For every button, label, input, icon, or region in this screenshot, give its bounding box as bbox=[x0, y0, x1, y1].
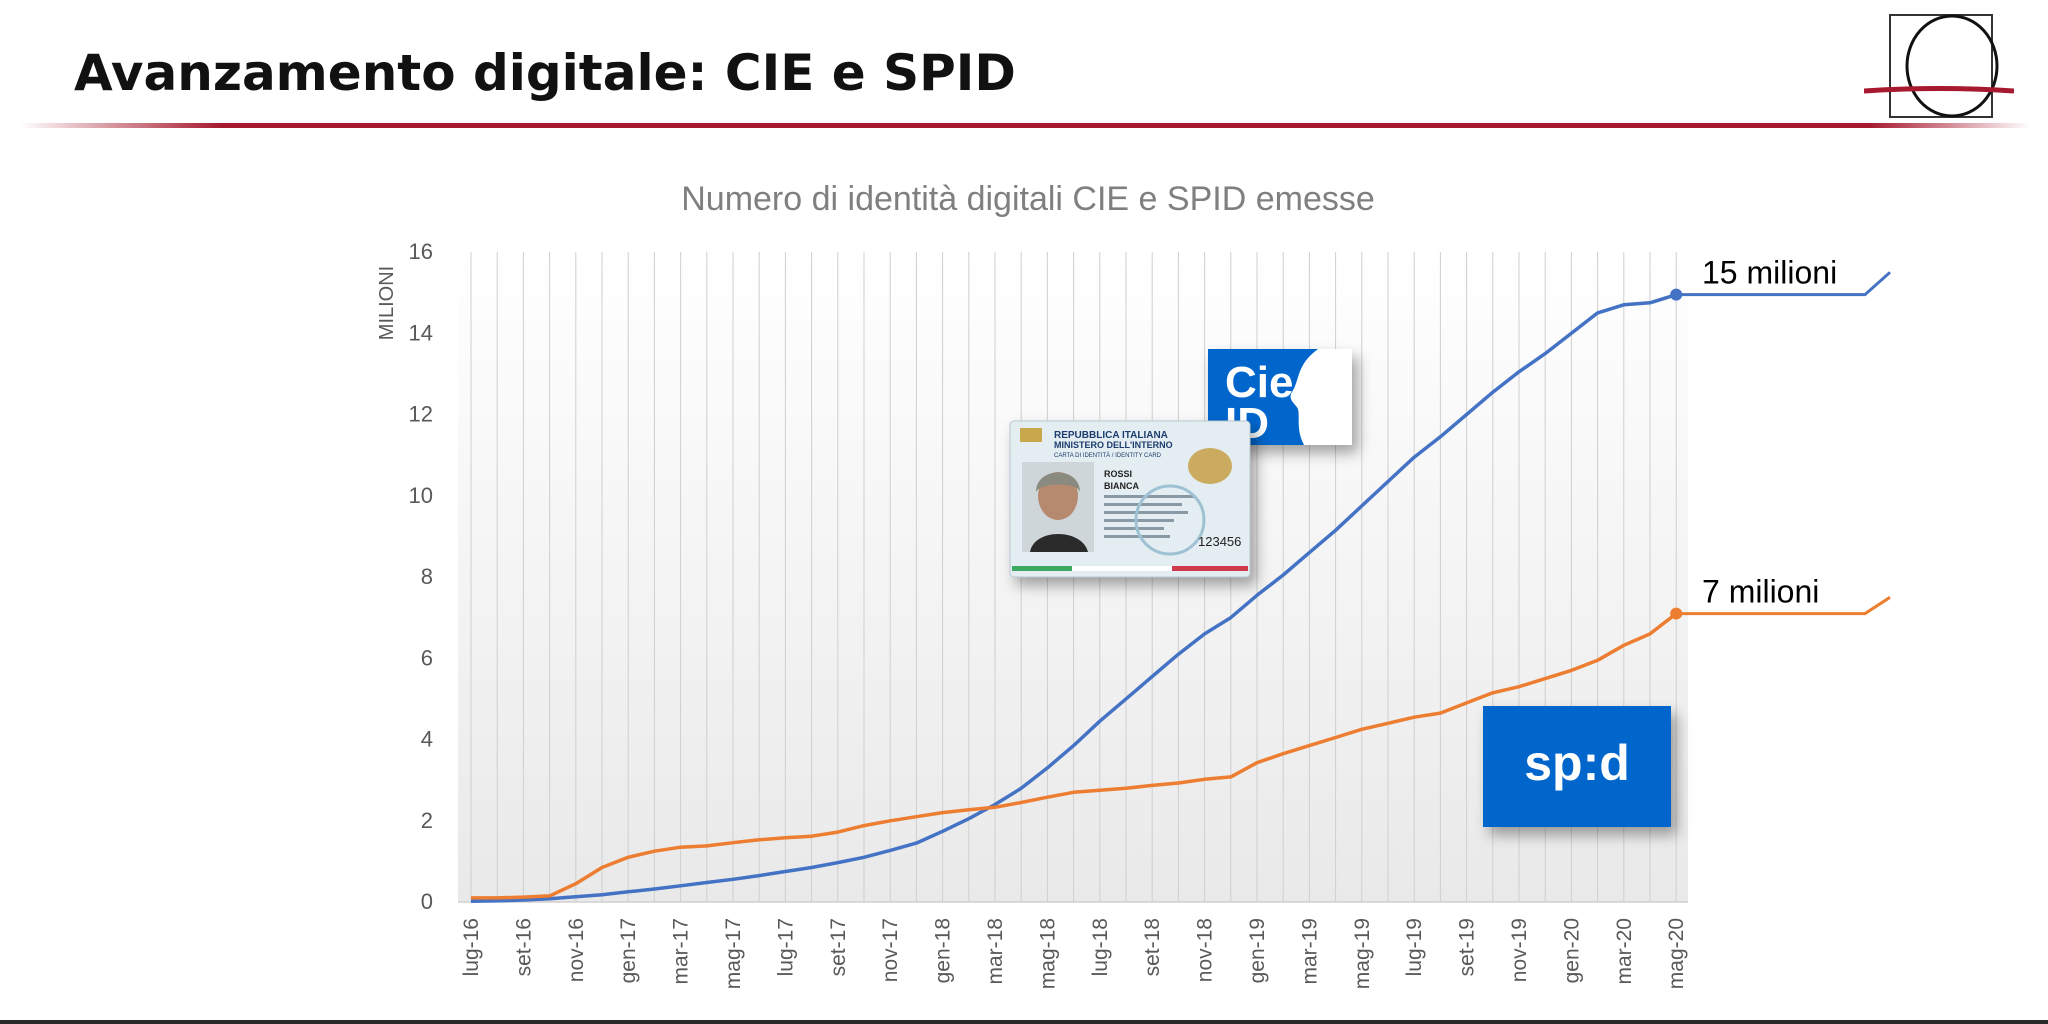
x-tick-label: gen-18 bbox=[932, 918, 955, 983]
x-tick-label: mar-17 bbox=[670, 918, 693, 985]
x-tick-label: lug-17 bbox=[774, 918, 797, 976]
y-tick-label: 10 bbox=[409, 483, 433, 508]
x-tick-label: mar-19 bbox=[1298, 918, 1321, 985]
x-tick-label: nov-17 bbox=[879, 918, 902, 982]
spid-logo-text: sp:d bbox=[1524, 735, 1630, 791]
y-tick-label: 16 bbox=[409, 239, 433, 264]
x-tick-label: lug-16 bbox=[460, 918, 483, 976]
y-tick-label: 8 bbox=[421, 564, 433, 589]
x-tick-label: set-19 bbox=[1456, 918, 1479, 976]
vertical-gridlines bbox=[458, 252, 1688, 903]
y-axis-label: MILIONI bbox=[376, 266, 398, 340]
x-tick-label: gen-19 bbox=[1246, 918, 1269, 983]
annotation-spid: 7 milioni bbox=[1702, 574, 1819, 610]
x-tick-label: nov-19 bbox=[1508, 918, 1531, 982]
organization-logo bbox=[1864, 14, 2014, 118]
annotations: 15 milioni 7 milioni bbox=[1670, 255, 1891, 620]
id-card-image: REPUBBLICA ITALIANA MINISTERO DELL'INTER… bbox=[1009, 420, 1251, 578]
card-surname: ROSSI bbox=[1104, 469, 1132, 479]
end-marker-spid bbox=[1670, 607, 1683, 620]
x-tick-label: nov-16 bbox=[565, 918, 588, 982]
end-marker-cie bbox=[1670, 288, 1683, 301]
cie-id-line1: Cie bbox=[1225, 358, 1293, 407]
x-tick-label: gen-17 bbox=[617, 918, 640, 983]
x-tick-label: set-17 bbox=[827, 918, 850, 976]
page-title: Avanzamento digitale: CIE e SPID bbox=[74, 44, 1016, 102]
x-tick-label: mag-18 bbox=[1036, 918, 1059, 989]
x-tick-label: lug-18 bbox=[1089, 918, 1112, 976]
x-tick-label: mar-18 bbox=[984, 918, 1007, 985]
x-tick-label: lug-19 bbox=[1403, 918, 1426, 976]
chart-title: Numero di identità digitali CIE e SPID e… bbox=[681, 180, 1375, 218]
series-line-cie bbox=[470, 293, 1677, 903]
y-tick-label: 12 bbox=[409, 402, 433, 427]
x-tick-label: set-16 bbox=[512, 918, 535, 976]
card-number: 123456 bbox=[1198, 534, 1241, 549]
y-axis: 0 2 4 6 8 10 12 14 16 bbox=[409, 239, 433, 914]
y-tick-label: 0 bbox=[421, 889, 433, 914]
spid-logo: sp:d bbox=[1483, 706, 1671, 827]
series-lines bbox=[470, 293, 1678, 903]
card-header-1: REPUBBLICA ITALIANA bbox=[1054, 430, 1168, 441]
x-axis: lug-16 set-16 nov-16 gen-17 mar-17 mag-17 lug-… bbox=[460, 918, 1688, 989]
series-line-spid bbox=[471, 612, 1678, 900]
card-header-2: MINISTERO DELL'INTERNO bbox=[1054, 440, 1173, 450]
x-tick-label: gen-20 bbox=[1560, 918, 1583, 983]
y-tick-label: 14 bbox=[409, 320, 433, 345]
card-header-3: CARTA DI IDENTITÀ / IDENTITY CARD bbox=[1054, 452, 1162, 459]
card-name: BIANCA bbox=[1104, 481, 1139, 491]
annotation-leader-spid bbox=[1676, 596, 1891, 616]
bottom-edge bbox=[0, 1020, 2048, 1024]
x-tick-label: mag-20 bbox=[1665, 918, 1688, 989]
annotation-cie: 15 milioni bbox=[1702, 255, 1837, 291]
y-tick-label: 6 bbox=[421, 645, 433, 670]
annotation-leader-cie bbox=[1676, 271, 1891, 297]
x-tick-label: mag-17 bbox=[722, 918, 745, 989]
x-tick-label: mar-20 bbox=[1613, 918, 1636, 985]
x-tick-label: mag-19 bbox=[1351, 918, 1374, 989]
title-underline bbox=[20, 123, 2030, 128]
y-tick-label: 4 bbox=[421, 727, 433, 752]
x-tick-label: nov-18 bbox=[1194, 918, 1217, 982]
x-tick-label: set-18 bbox=[1141, 918, 1164, 976]
y-tick-label: 2 bbox=[421, 808, 433, 833]
